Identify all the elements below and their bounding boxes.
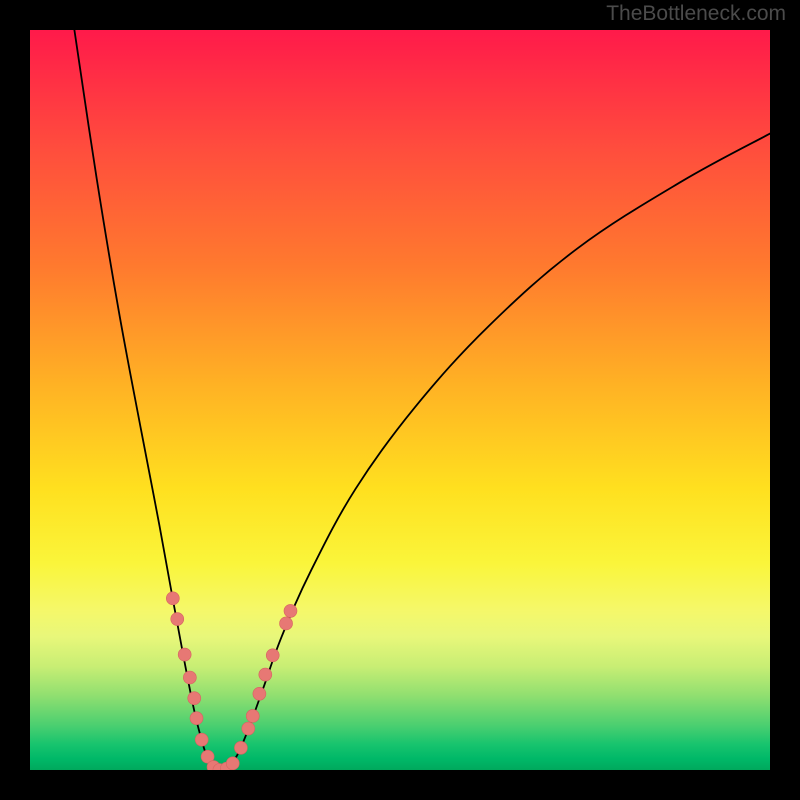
chart-container: TheBottleneck.com xyxy=(0,0,800,800)
data-marker xyxy=(166,592,179,605)
watermark-text: TheBottleneck.com xyxy=(606,2,786,26)
plot-area xyxy=(30,30,770,770)
chart-svg xyxy=(30,30,770,770)
data-marker xyxy=(284,604,297,617)
data-marker xyxy=(253,687,266,700)
data-marker xyxy=(195,733,208,746)
data-marker xyxy=(226,757,239,770)
data-marker xyxy=(280,617,293,630)
data-marker xyxy=(183,671,196,684)
data-marker xyxy=(171,613,184,626)
data-marker xyxy=(242,722,255,735)
data-marker xyxy=(178,648,191,661)
data-marker xyxy=(266,649,279,662)
data-marker xyxy=(190,712,203,725)
gradient-background xyxy=(30,30,770,770)
data-marker xyxy=(246,709,259,722)
data-marker xyxy=(188,692,201,705)
data-marker xyxy=(259,668,272,681)
data-marker xyxy=(234,741,247,754)
